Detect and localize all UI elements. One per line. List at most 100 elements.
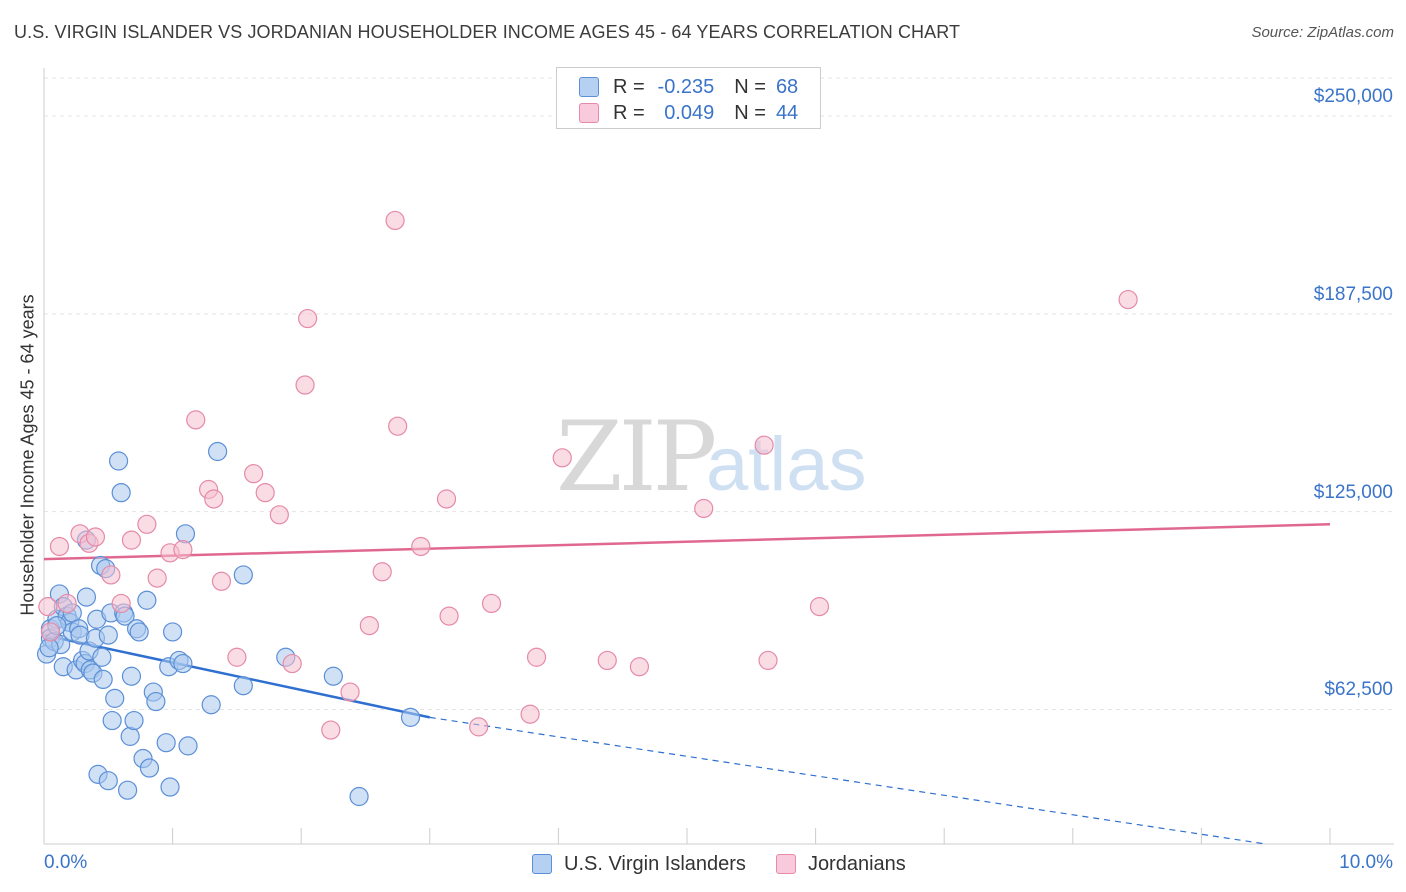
data-point <box>129 622 149 642</box>
y-tick-label: $62,500 <box>1324 679 1393 701</box>
legend-swatch-blue <box>532 854 552 874</box>
data-point <box>178 736 198 756</box>
legend-item-virgin-islanders: U.S. Virgin Islanders <box>532 853 746 876</box>
data-point <box>295 375 315 395</box>
grid-lines <box>44 77 1394 710</box>
trend-line-pink <box>43 523 1331 561</box>
watermark-atlas: atlas <box>706 422 867 507</box>
data-point <box>124 710 144 731</box>
data-point <box>147 568 167 588</box>
data-point <box>1118 289 1138 310</box>
data-points <box>36 210 1138 807</box>
data-point <box>160 777 180 797</box>
data-point <box>340 682 360 702</box>
watermark: ZIP atlas <box>556 401 867 513</box>
data-point <box>40 622 61 642</box>
data-point <box>436 489 457 509</box>
data-point <box>481 593 502 614</box>
data-point <box>321 720 341 740</box>
trend-line-blue <box>43 633 431 719</box>
x-tick-label-min: 0.0% <box>44 852 88 873</box>
data-point <box>629 657 650 677</box>
data-point <box>105 688 125 708</box>
correlation-legend: R = -0.235 N = 68 R = 0.049 N = 44 <box>556 67 821 129</box>
data-point <box>758 650 778 671</box>
data-point <box>137 590 157 610</box>
data-point <box>163 622 183 642</box>
series-legend: U.S. Virgin Islanders Jordanians <box>532 851 936 877</box>
data-point <box>211 571 232 591</box>
data-point <box>388 416 408 436</box>
x-tick-label-max: 10.0% <box>1339 852 1393 873</box>
data-point <box>111 483 131 503</box>
data-point <box>92 647 112 667</box>
data-point <box>85 527 106 547</box>
legend-item-jordanians: Jordanians <box>775 852 906 876</box>
data-point <box>39 638 59 658</box>
data-point <box>111 593 131 614</box>
data-point <box>108 451 129 471</box>
data-point <box>204 489 224 509</box>
y-tick-label: $187,500 <box>1313 283 1393 305</box>
data-point <box>137 514 157 534</box>
data-point <box>597 650 617 671</box>
trend-lines <box>43 523 1331 845</box>
data-point <box>146 691 166 712</box>
legend-label: Jordanians <box>807 852 906 875</box>
data-point <box>173 653 193 674</box>
legend-swatch-blue <box>579 77 599 97</box>
data-point <box>208 441 228 462</box>
data-point <box>98 771 118 791</box>
data-point <box>70 625 90 645</box>
legend-row-blue: R = -0.235 N = 68 <box>579 73 798 101</box>
data-point <box>372 562 392 582</box>
data-point <box>120 726 140 746</box>
data-point <box>49 536 70 557</box>
data-point <box>298 308 318 329</box>
data-point <box>754 435 774 455</box>
watermark-zip: ZIP <box>556 401 715 513</box>
data-point <box>186 410 206 430</box>
data-point <box>282 653 302 674</box>
data-point <box>411 536 431 557</box>
data-point <box>201 695 221 715</box>
y-tick-label: $125,000 <box>1313 481 1393 503</box>
data-point <box>227 647 247 667</box>
data-point <box>255 483 275 503</box>
data-point <box>526 647 547 667</box>
data-point <box>117 780 138 800</box>
data-point <box>76 587 97 607</box>
data-point <box>385 210 405 231</box>
data-point <box>520 704 540 724</box>
y-axis-label: Householder Income Ages 45 - 64 years <box>17 294 38 616</box>
data-point <box>57 593 77 614</box>
axes <box>43 68 1394 845</box>
data-point <box>469 717 489 737</box>
data-point <box>552 448 572 468</box>
legend-r-value: -0.235 <box>657 75 715 98</box>
legend-swatch-pink <box>579 103 599 123</box>
data-point <box>102 710 122 731</box>
data-point <box>98 625 118 645</box>
data-point <box>809 597 830 617</box>
data-point <box>101 565 121 585</box>
data-point <box>233 676 253 696</box>
series-pink <box>38 210 1138 740</box>
data-point <box>156 733 176 753</box>
legend-n-label: N = <box>734 101 766 124</box>
data-point <box>121 666 142 686</box>
data-point <box>233 565 253 585</box>
data-point <box>139 758 160 778</box>
data-point <box>173 540 193 560</box>
data-point <box>359 615 379 636</box>
y-tick-label: $250,000 <box>1313 85 1393 107</box>
legend-swatch-pink <box>775 854 796 874</box>
legend-row-pink: R = 0.049 N = 44 <box>579 99 798 127</box>
data-point <box>121 530 142 550</box>
data-point <box>269 505 289 525</box>
legend-n-value: 68 <box>775 75 799 98</box>
data-point <box>38 597 58 617</box>
data-point <box>349 786 369 807</box>
legend-n-label: N = <box>734 75 766 98</box>
